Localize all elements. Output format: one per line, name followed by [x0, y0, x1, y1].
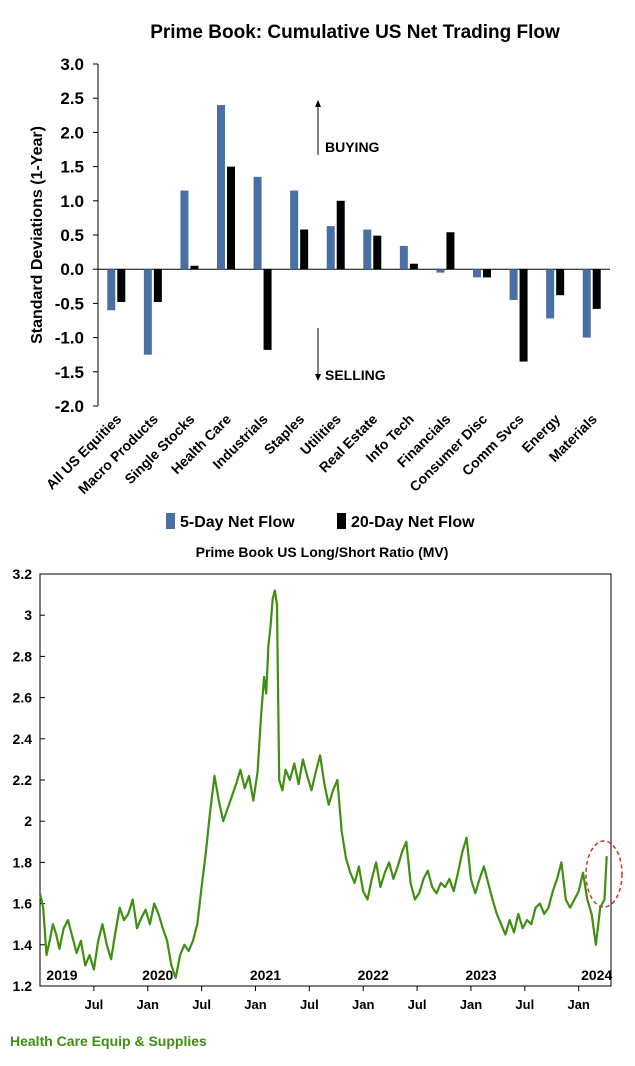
- month-label: Jul: [192, 997, 211, 1012]
- month-label: Jul: [300, 997, 319, 1012]
- bar-5day-industrials: [253, 176, 262, 270]
- bar-5day-macro-products: [143, 269, 152, 355]
- bar-20day-macro-products: [153, 269, 162, 303]
- y-tick-label: 1.8: [13, 854, 33, 870]
- y-axis-label: Standard Deviations (1-Year): [29, 126, 46, 344]
- bar-5day-single-stocks: [180, 190, 189, 270]
- y-tick-label: 1.0: [60, 192, 84, 211]
- month-label: Jan: [460, 997, 482, 1012]
- y-tick-label: 2.8: [13, 648, 33, 664]
- legend-swatch-20day: [337, 513, 346, 529]
- year-label: 2024: [581, 967, 612, 983]
- bar-20day-staples: [300, 229, 309, 270]
- y-tick-label: 0.5: [60, 226, 84, 245]
- y-tick-label: 0.0: [60, 260, 84, 279]
- y-tick-label: 2.4: [13, 731, 33, 747]
- bar-5day-staples: [290, 190, 299, 270]
- bar-5day-info-tech: [399, 245, 408, 270]
- y-tick-label: 2: [24, 813, 32, 829]
- long-short-ratio-chart: Prime Book US Long/Short Ratio (MV) 3.2 3…: [13, 544, 623, 1012]
- y-tick-label: 3: [24, 607, 32, 623]
- bar-20day-industrials: [263, 269, 272, 350]
- bar-5day-financials: [436, 269, 445, 273]
- month-label: Jul: [515, 997, 534, 1012]
- y-tick-label: -1.5: [55, 363, 84, 382]
- ratio-series-line: [38, 589, 608, 979]
- bar-20day-materials: [592, 269, 601, 309]
- year-label: 2023: [465, 967, 496, 983]
- bar-20day-energy: [556, 269, 565, 296]
- bar-5day-energy: [546, 269, 555, 319]
- bar-legend: 5-Day Net Flow 20-Day Net Flow: [166, 513, 475, 531]
- bar-5day-comm-svcs: [509, 269, 518, 300]
- legend-swatch-5day: [166, 513, 175, 529]
- selling-annotation: SELLING: [315, 328, 386, 383]
- month-label: Jul: [84, 997, 103, 1012]
- bar-chart-title: Prime Book: Cumulative US Net Trading Fl…: [150, 22, 560, 43]
- bar-20day-health-care: [227, 166, 235, 270]
- bar-5day-health-care: [217, 105, 225, 270]
- series-footnote: Health Care Equip & Supplies: [10, 1033, 207, 1049]
- month-label: Jul: [408, 997, 427, 1012]
- month-label: Jan: [352, 997, 374, 1012]
- y-tick-label: 1.5: [60, 158, 84, 177]
- y-tick-label: 3.2: [13, 566, 33, 582]
- buying-arrowhead-icon: [315, 100, 321, 107]
- y-tick-label: 2.6: [13, 690, 33, 706]
- bar-5day-real-estate: [363, 229, 372, 270]
- y-tick-label: 2.5: [60, 89, 84, 108]
- bar-20day-consumer-disc: [483, 269, 491, 278]
- bar-5day-consumer-disc: [473, 269, 481, 278]
- bar-20day-info-tech: [409, 263, 418, 270]
- year-label: 2020: [142, 967, 173, 983]
- bar-5day-all-us-equities: [107, 269, 116, 311]
- selling-arrowhead-icon: [315, 374, 321, 381]
- y-tick-label: 2.0: [60, 123, 84, 142]
- y-tick-label: -1.0: [55, 329, 84, 348]
- bar-20day-utilities: [336, 200, 345, 270]
- buying-annotation: BUYING: [315, 100, 380, 155]
- y-tick-label: -2.0: [55, 397, 84, 416]
- year-label: 2019: [46, 967, 77, 983]
- bar-20day-comm-svcs: [519, 269, 528, 362]
- bar-20day-real-estate: [373, 235, 382, 270]
- highlight-circle: [585, 840, 623, 908]
- bar-5day-utilities: [326, 226, 335, 270]
- month-label: Jan: [567, 997, 589, 1012]
- year-label: 2021: [250, 967, 281, 983]
- selling-label: SELLING: [325, 367, 386, 383]
- y-tick-label: 1.4: [13, 937, 33, 953]
- month-label: Jan: [244, 997, 266, 1012]
- y-tick-label: 3.0: [60, 55, 84, 74]
- y-tick-label: 2.2: [13, 772, 33, 788]
- bar-5day-materials: [582, 269, 591, 338]
- bar-20day-financials: [446, 232, 455, 270]
- bar-20day-single-stocks: [190, 265, 199, 270]
- y-tick-label: -0.5: [55, 294, 84, 313]
- month-label: Jan: [137, 997, 159, 1012]
- line-chart-title: Prime Book US Long/Short Ratio (MV): [196, 544, 449, 560]
- buying-label: BUYING: [325, 139, 380, 155]
- legend-label-20day: 20-Day Net Flow: [351, 514, 475, 531]
- legend-label-5day: 5-Day Net Flow: [180, 514, 295, 531]
- y-tick-label: 1.2: [13, 978, 33, 994]
- bar-20day-all-us-equities: [117, 269, 126, 303]
- year-label: 2022: [358, 967, 389, 983]
- y-tick-label: 1.6: [13, 896, 33, 912]
- net-trading-flow-chart: Prime Book: Cumulative US Net Trading Fl…: [29, 22, 610, 531]
